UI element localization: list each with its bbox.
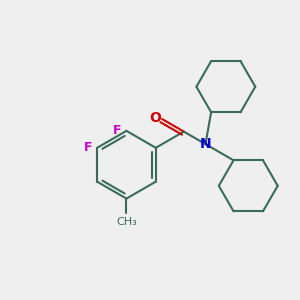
Text: CH₃: CH₃ bbox=[116, 217, 137, 226]
Text: O: O bbox=[150, 112, 162, 125]
Text: N: N bbox=[200, 137, 211, 151]
Text: F: F bbox=[113, 124, 121, 137]
Text: F: F bbox=[83, 141, 92, 154]
